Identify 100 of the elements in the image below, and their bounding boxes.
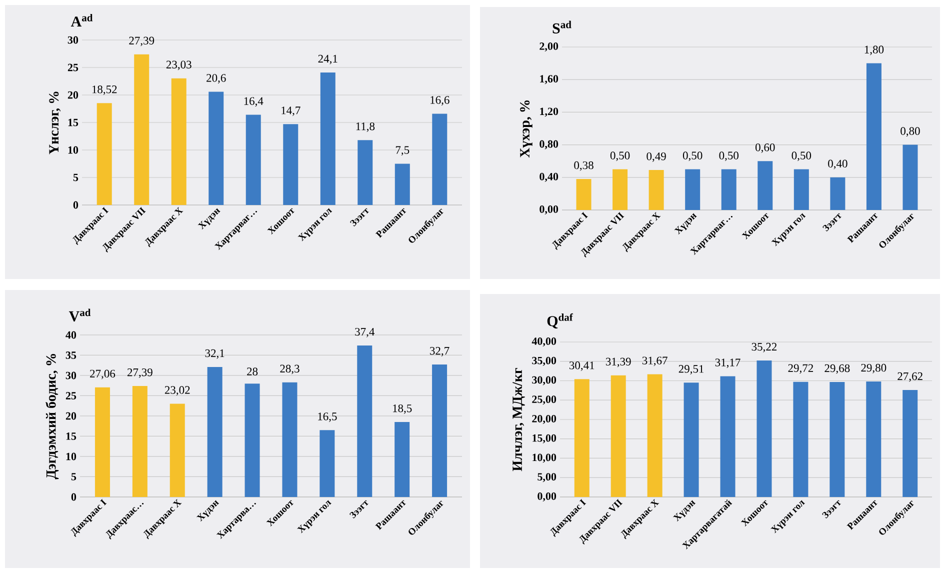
y-tick-label: 0,00 — [540, 205, 558, 215]
y-tick-label: 10 — [66, 452, 76, 460]
bar — [96, 103, 112, 205]
data-label: 29,80 — [861, 364, 886, 374]
y-tick-label: 20 — [66, 412, 76, 420]
bar — [171, 78, 186, 205]
y-tick-label: 25 — [68, 64, 78, 72]
data-label: 11,8 — [356, 122, 375, 132]
bar — [610, 375, 626, 497]
data-label: 27,39 — [129, 36, 154, 46]
data-label: 0,60 — [756, 143, 775, 153]
y-tick-label: 5 — [73, 174, 78, 182]
data-label: 16,4 — [244, 97, 264, 107]
bar — [246, 114, 261, 205]
data-label: 29,68 — [824, 364, 850, 374]
y-tick-label: 40 — [66, 331, 76, 339]
data-label: 0,49 — [646, 152, 666, 162]
bar — [866, 63, 882, 210]
bar — [720, 376, 736, 497]
y-tick-label: 30,00 — [532, 376, 556, 386]
y-tick-label: 15 — [68, 118, 78, 126]
data-label: 31,17 — [715, 358, 740, 368]
data-label: 18,52 — [92, 86, 117, 95]
y-tick-label: 20,00 — [532, 414, 556, 424]
data-label: 14,7 — [282, 106, 300, 116]
y-tick-label: 25 — [66, 392, 76, 400]
bar — [208, 92, 224, 205]
bar — [830, 177, 846, 210]
y-tick-label: 15 — [66, 432, 76, 440]
y-tick-label: 35 — [66, 352, 76, 359]
y-tick-label: 0,00 — [538, 492, 556, 502]
chart-title: A$^{ad}$ — [70, 14, 93, 26]
bar — [320, 72, 336, 205]
y-tick-label: 1,20 — [540, 108, 558, 117]
y-tick-label: 30 — [66, 372, 76, 380]
bar — [576, 179, 592, 210]
bar — [793, 382, 808, 497]
data-label: 1,80 — [864, 46, 884, 56]
bar — [283, 124, 298, 205]
data-label: 7,5 — [396, 146, 410, 156]
bar — [358, 140, 373, 205]
y-tick-label: 0,40 — [540, 172, 558, 182]
y-axis-title: Үнслэг, % — [49, 92, 61, 154]
bar — [830, 382, 845, 497]
y-tick-label: 0 — [73, 201, 78, 209]
data-label: 27,06 — [90, 370, 116, 380]
data-label: 16,6 — [430, 96, 450, 106]
bar — [684, 382, 699, 497]
y-tick-label: 5 — [71, 473, 76, 480]
y-axis-title: Илчлэг, МДж/кг — [512, 368, 525, 472]
y-axis-title: Дэгдэмхий бодис, % — [46, 354, 59, 480]
chart-title: Q$^{daf}$ — [547, 313, 573, 328]
y-tick-label: 10,00 — [532, 454, 556, 463]
bar — [134, 54, 150, 205]
bar — [902, 390, 918, 497]
bar — [432, 114, 448, 205]
chart-title: V$^{ad}$ — [68, 308, 91, 322]
bar — [574, 379, 590, 497]
data-label: 24,1 — [318, 54, 338, 64]
data-label: 27,62 — [898, 372, 922, 382]
data-label: 37,4 — [355, 328, 375, 338]
y-axis-title: Хүхэр, % — [520, 100, 532, 158]
y-tick-label: 20 — [68, 91, 78, 99]
bar — [721, 169, 736, 210]
data-label: 23,02 — [164, 386, 190, 396]
data-label: 0,50 — [792, 152, 812, 162]
y-tick-label: 35,00 — [532, 356, 556, 366]
data-label: 32,7 — [430, 346, 450, 356]
data-label: 0,50 — [682, 152, 702, 162]
data-label: 20,6 — [206, 74, 226, 84]
data-label: 31,39 — [606, 358, 631, 368]
y-tick-label: 40,00 — [532, 337, 556, 347]
bar — [320, 430, 335, 497]
bar — [648, 170, 664, 210]
data-label: 18,5 — [393, 404, 412, 414]
y-tick-label: 25,00 — [532, 396, 556, 405]
bar — [902, 144, 918, 210]
data-label: 0,50 — [610, 152, 630, 162]
data-label: 31,67 — [642, 356, 668, 366]
y-tick-label: 15,00 — [532, 434, 556, 444]
y-tick-label: 0,80 — [540, 140, 558, 150]
data-label: 0,50 — [719, 152, 738, 162]
y-tick-label: 30 — [68, 36, 78, 44]
bar — [394, 164, 410, 205]
bar — [132, 386, 148, 497]
bar — [612, 169, 628, 210]
y-tick-label: 0 — [71, 493, 76, 501]
data-label: 32,1 — [205, 349, 224, 359]
bar — [794, 169, 809, 210]
bar — [244, 384, 260, 497]
data-label: 0,40 — [828, 160, 848, 170]
bar — [357, 346, 372, 497]
bar — [394, 422, 410, 497]
bar — [282, 382, 298, 497]
bar — [432, 364, 448, 497]
bar — [685, 169, 700, 210]
data-label: 35,22 — [752, 342, 777, 352]
y-tick-label: 5,00 — [538, 473, 556, 482]
bar — [758, 161, 773, 210]
data-label: 28,3 — [280, 364, 300, 374]
